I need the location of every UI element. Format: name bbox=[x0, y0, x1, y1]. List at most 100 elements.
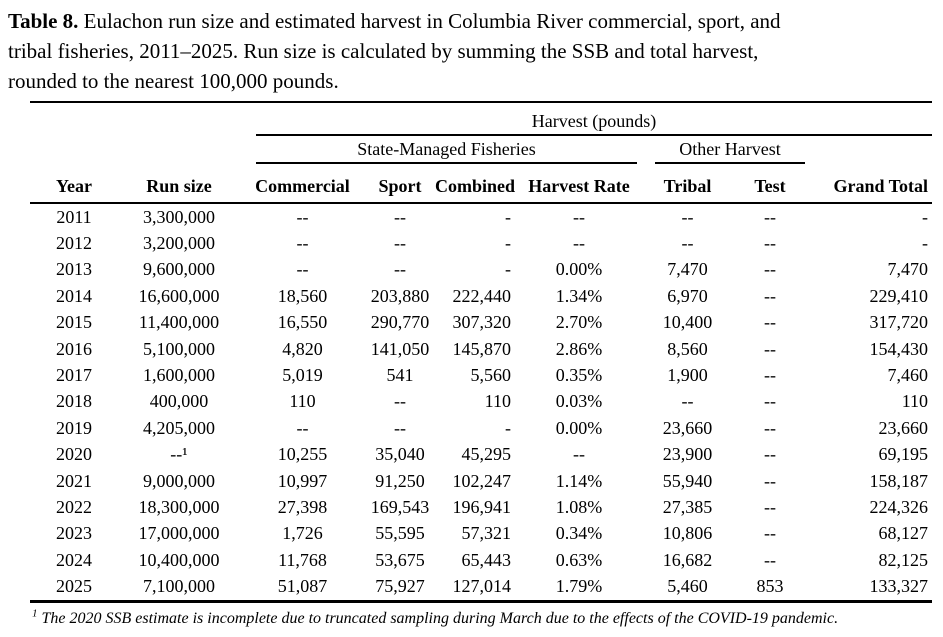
cell-harvest-rate: 2.86% bbox=[555, 338, 603, 359]
cell-grand-total: 133,327 bbox=[869, 576, 929, 597]
cell-harvest-rate: 0.00% bbox=[555, 259, 603, 280]
cell-sport: 541 bbox=[386, 365, 414, 386]
cell-sport: 169,543 bbox=[370, 496, 430, 517]
cell-grand-total: 7,470 bbox=[887, 259, 929, 280]
cell-tribal: 5,460 bbox=[667, 576, 708, 597]
footnote-marker: 1 bbox=[32, 607, 38, 620]
table-body: 2011 3,300,000 -- -- - -- -- -- -2012 3,200,000 --… bbox=[30, 203, 932, 601]
cell-grand-total: 110 bbox=[901, 391, 929, 412]
cell-run-size: 11,400,000 bbox=[138, 312, 220, 333]
table-row: 2012 3,200,000 -- -- - -- -- -- - bbox=[30, 230, 932, 256]
cell-tribal: 10,806 bbox=[662, 523, 713, 544]
table-row: 2017 1,600,000 5,019 541 5,560 0.35% 1,900 -- 7,… bbox=[30, 362, 932, 388]
cell-commercial: 4,820 bbox=[282, 338, 323, 359]
caption-line-2: tribal fisheries, 2011–2025. Run size is… bbox=[8, 39, 759, 63]
cell-run-size: 18,300,000 bbox=[138, 496, 220, 517]
cell-test: -- bbox=[764, 523, 776, 544]
cell-harvest-rate: -- bbox=[573, 206, 585, 227]
cell-combined: 102,247 bbox=[452, 470, 512, 491]
footnote-text: The 2020 SSB estimate is incomplete due … bbox=[41, 609, 839, 627]
cell-test: -- bbox=[764, 338, 776, 359]
other-harvest-group-header: Other Harvest bbox=[640, 136, 805, 164]
cell-run-size: 9,000,000 bbox=[143, 470, 215, 491]
cell-test: -- bbox=[764, 391, 776, 412]
cell-test: -- bbox=[764, 444, 776, 465]
cell-commercial: -- bbox=[296, 259, 309, 280]
cell-tribal: -- bbox=[681, 206, 694, 227]
footnote: 1 The 2020 SSB estimate is incomplete du… bbox=[32, 607, 933, 628]
group-header-row-1: Harvest (pounds) bbox=[30, 102, 933, 136]
cell-commercial: 110 bbox=[289, 391, 316, 412]
cell-test: -- bbox=[764, 285, 776, 306]
col-header-sport: Sport bbox=[365, 164, 435, 204]
col-header-combined: Combined bbox=[435, 164, 518, 204]
cell-run-size: 1,600,000 bbox=[143, 365, 215, 386]
cell-tribal: 23,660 bbox=[662, 417, 713, 438]
caption-line-1: Table 8. Eulachon run size and estimated… bbox=[8, 6, 935, 36]
cell-combined: 307,320 bbox=[452, 312, 512, 333]
cell-commercial: -- bbox=[296, 233, 309, 254]
cell-commercial: -- bbox=[296, 206, 309, 227]
cell-harvest-rate: -- bbox=[573, 444, 585, 465]
cell-combined: - bbox=[505, 233, 511, 254]
harvest-pounds-group-header: Harvest (pounds) bbox=[240, 102, 933, 136]
cell-year: 2018 bbox=[56, 391, 92, 412]
cell-run-size: 17,000,000 bbox=[138, 523, 220, 544]
table-row: 2019 4,205,000 -- -- -0.00% 23,660 -- 23,660 bbox=[30, 415, 932, 441]
col-header-grand-total: Grand Total bbox=[805, 164, 933, 204]
cell-combined: 5,560 bbox=[470, 365, 512, 386]
cell-run-size: 400,000 bbox=[149, 391, 209, 412]
cell-year: 2017 bbox=[56, 365, 92, 386]
cell-combined: 222,440 bbox=[452, 285, 512, 306]
cell-tribal: 16,682 bbox=[662, 549, 713, 570]
cell-tribal: 23,900 bbox=[662, 444, 713, 465]
cell-year: 2016 bbox=[56, 338, 92, 359]
cell-harvest-rate: 1.34% bbox=[555, 285, 603, 306]
cell-grand-total: 69,195 bbox=[878, 444, 929, 465]
cell-year: 2025 bbox=[56, 576, 92, 597]
caption-text: Eulachon run size and estimated harvest … bbox=[83, 9, 781, 33]
group-header-spacer bbox=[805, 136, 932, 164]
cell-year: 2014 bbox=[56, 285, 92, 306]
col-header-commercial: Commercial bbox=[240, 164, 365, 204]
table-row: 2018 400,000 110 -- 110 0.03% -- -- 110 bbox=[30, 389, 932, 415]
harvest-table: Harvest (pounds) State-Managed Fisheries… bbox=[30, 101, 933, 603]
table-row: 2020 --¹ 10,255 35,040 45,295 -- 23,900 -- 69,19… bbox=[30, 442, 932, 468]
cell-run-size: 3,200,000 bbox=[143, 233, 215, 254]
cell-run-size: 3,300,000 bbox=[143, 206, 215, 227]
cell-combined: - bbox=[505, 417, 511, 438]
state-managed-label: State-Managed Fisheries bbox=[256, 136, 637, 164]
table-row: 2013 9,600,000 -- -- -0.00% 7,470 -- 7,470 bbox=[30, 257, 932, 283]
cell-test: -- bbox=[764, 365, 776, 386]
cell-harvest-rate: -- bbox=[573, 233, 585, 254]
cell-sport: -- bbox=[394, 391, 406, 412]
cell-sport: 35,040 bbox=[375, 444, 425, 465]
harvest-pounds-label: Harvest (pounds) bbox=[256, 103, 933, 136]
cell-grand-total: 7,460 bbox=[887, 365, 929, 386]
col-header-harvest-rate: Harvest Rate bbox=[518, 164, 640, 204]
cell-year: 2012 bbox=[56, 233, 92, 254]
cell-sport: 203,880 bbox=[370, 285, 430, 306]
cell-year: 2022 bbox=[56, 496, 92, 517]
cell-test: -- bbox=[764, 312, 776, 333]
cell-harvest-rate: 1.79% bbox=[555, 576, 603, 597]
cell-combined: 110 bbox=[484, 391, 511, 412]
cell-year: 2013 bbox=[56, 259, 92, 280]
cell-sport: 290,770 bbox=[370, 312, 430, 333]
cell-commercial: 10,997 bbox=[277, 470, 328, 491]
cell-grand-total: 23,660 bbox=[878, 417, 929, 438]
cell-grand-total: - bbox=[922, 206, 929, 227]
table-row: 2021 9,000,000 10,997 91,250 102,247 1.14% 55,… bbox=[30, 468, 932, 494]
cell-harvest-rate: 1.14% bbox=[555, 470, 603, 491]
cell-run-size: 10,400,000 bbox=[138, 549, 220, 570]
table-row: 2022 18,300,000 27,398 169,543 196,941 1.08% 2… bbox=[30, 494, 932, 520]
cell-tribal: 7,470 bbox=[667, 259, 708, 280]
group-header-spacer bbox=[30, 136, 240, 164]
col-header-tribal: Tribal bbox=[640, 164, 735, 204]
cell-year: 2020 bbox=[56, 444, 92, 465]
cell-grand-total: 68,127 bbox=[878, 523, 929, 544]
table-row: 2023 17,000,000 1,726 55,595 57,321 0.34% 10,8… bbox=[30, 521, 932, 547]
table-row: 2016 5,100,000 4,820 141,050 145,870 2.86% 8,5… bbox=[30, 336, 932, 362]
cell-grand-total: 229,410 bbox=[869, 285, 929, 306]
cell-run-size: 5,100,000 bbox=[143, 338, 215, 359]
